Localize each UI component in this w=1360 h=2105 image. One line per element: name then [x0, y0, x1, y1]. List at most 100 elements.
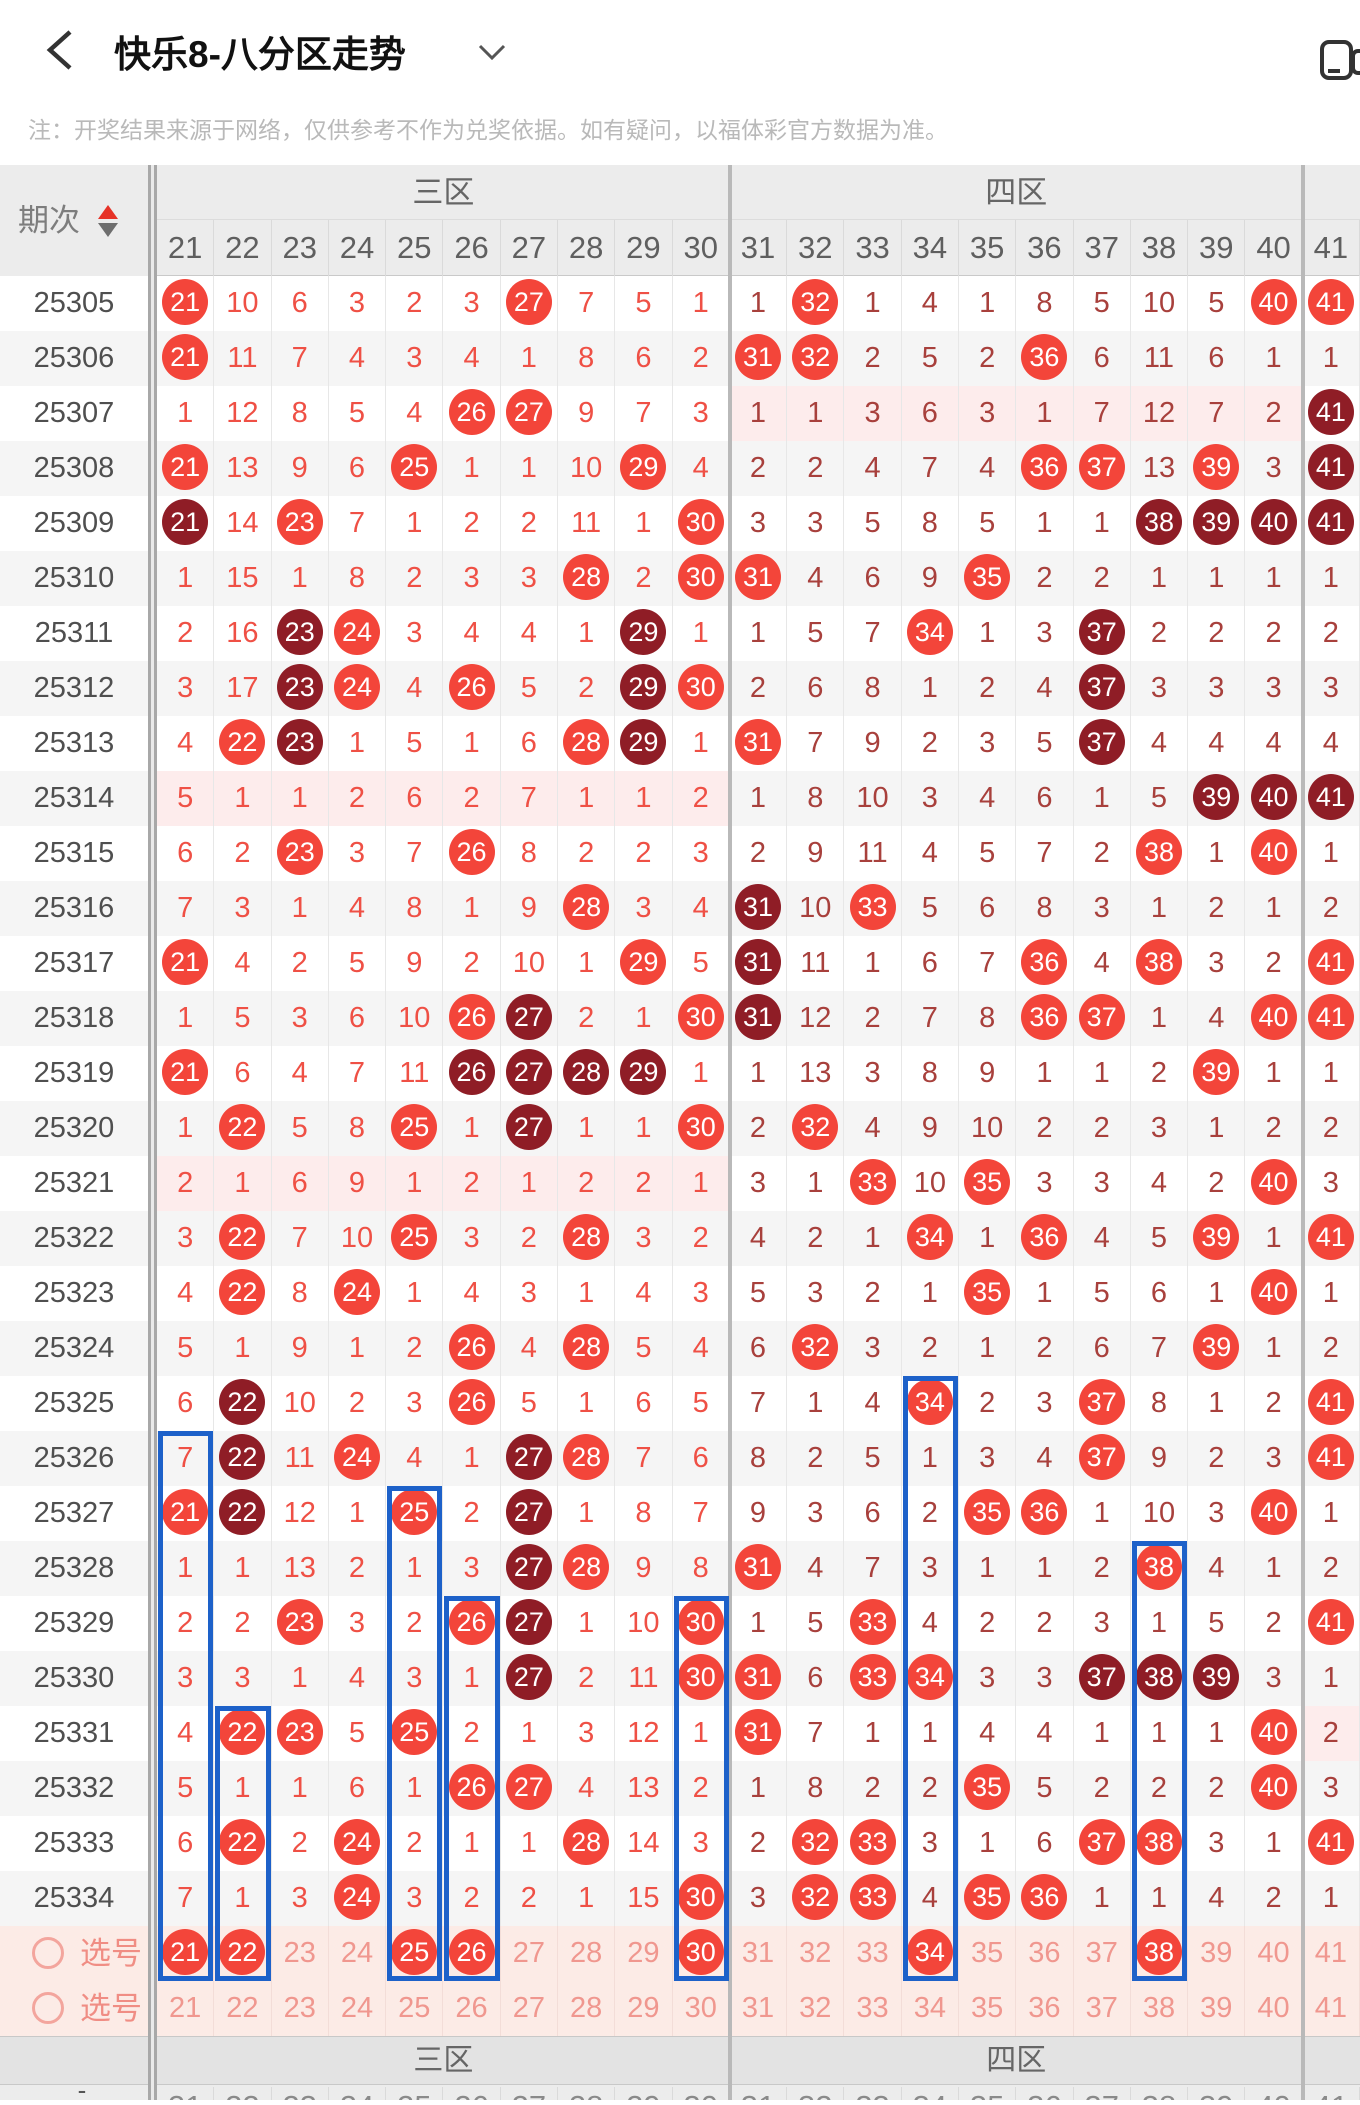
selection-number-cell[interactable]: 33 — [844, 1981, 902, 2036]
picked-ball[interactable]: 30 — [677, 1929, 724, 1976]
hit-ball: 21 — [162, 1049, 209, 1096]
selection-number-cell[interactable]: 35 — [959, 1981, 1017, 2036]
selection-number-cell[interactable]: 28 — [558, 1981, 616, 2036]
floating-window-icon[interactable] — [1320, 40, 1360, 82]
sort-arrows-icon[interactable] — [98, 201, 118, 241]
table-row: 25331 4 22 23 5 25 2 1 3 12 1 31 7 1 1 4 4 1 1 1 40 2 — [0, 1706, 1360, 1761]
selection-number-cell[interactable]: 26 — [443, 1926, 501, 1981]
selection-number-cell[interactable]: 29 — [615, 1981, 673, 2036]
selection-number-cell[interactable]: 33 — [844, 1926, 902, 1981]
omission-value: 7 — [1016, 826, 1074, 881]
chevron-down-icon[interactable] — [472, 38, 512, 68]
selection-number-cell[interactable]: 39 — [1188, 1926, 1246, 1981]
footer-column-number: 33 — [844, 2087, 902, 2100]
selection-number-cell[interactable]: 25 — [386, 1981, 444, 2036]
omission-value: 4 — [443, 1266, 501, 1321]
selection-number-cell[interactable]: 39 — [1188, 1981, 1246, 2036]
number-cell: 32 — [787, 331, 845, 386]
selection-number-cell[interactable]: 34 — [902, 1926, 959, 1981]
selection-number-cell[interactable]: 38 — [1131, 1981, 1189, 2036]
selection-number-cell[interactable]: 32 — [787, 1981, 845, 2036]
omission-value: 1 — [959, 276, 1017, 331]
selection-number-cell[interactable]: 40 — [1245, 1981, 1303, 2036]
period-label: 25306 — [33, 342, 115, 374]
selection-number-cell[interactable]: 40 — [1245, 1926, 1303, 1981]
omission-value: 4 — [272, 1046, 329, 1101]
omission-value: 6 — [1074, 331, 1131, 386]
omission-value: 1 — [157, 1101, 215, 1156]
repeat-ball: 39 — [1193, 1654, 1240, 1701]
selection-number-cell[interactable]: 38 — [1131, 1926, 1189, 1981]
hit-ball: 26 — [448, 1324, 495, 1371]
number-cell: 24 — [329, 606, 387, 661]
picked-ball[interactable]: 38 — [1135, 1929, 1182, 1976]
selection-number-cell[interactable]: 31 — [730, 1926, 788, 1981]
selection-number-cell[interactable]: 30 — [673, 1926, 730, 1981]
omission-value: 1 — [443, 881, 501, 936]
selection-number-cell[interactable]: 37 — [1074, 1926, 1131, 1981]
selection-number-cell[interactable]: 24 — [329, 1926, 387, 1981]
omission-value: 1 — [1188, 826, 1246, 881]
hit-ball: 30 — [677, 1874, 724, 1921]
selection-number-cell[interactable]: 32 — [787, 1926, 845, 1981]
radio-circle-icon[interactable] — [32, 1992, 64, 2024]
omission-value: 2 — [501, 1211, 558, 1266]
picked-ball[interactable]: 25 — [391, 1929, 438, 1976]
selection-number-cell[interactable]: 31 — [730, 1981, 788, 2036]
omission-value: 2 — [329, 1376, 387, 1431]
table-row: 25317 21 4 2 5 9 2 10 1 29 5 31 11 1 6 7 36 4 38 3 2 41 — [0, 936, 1360, 991]
selection-number-cell[interactable]: 37 — [1074, 1981, 1131, 2036]
number-cell: 30 — [673, 661, 730, 716]
selection-number-cell[interactable]: 36 — [1016, 1981, 1074, 2036]
omission-value: 2 — [615, 1156, 673, 1211]
picked-ball[interactable]: 26 — [448, 1929, 495, 1976]
hit-ball: 30 — [677, 554, 724, 601]
selection-number-cell[interactable]: 23 — [272, 1926, 329, 1981]
hit-ball: 40 — [1250, 1709, 1297, 1756]
omission-value: 1 — [157, 991, 215, 1046]
hit-ball: 36 — [1021, 1214, 1068, 1261]
column-header-number: 23 — [272, 220, 329, 276]
picked-ball[interactable]: 21 — [162, 1929, 209, 1976]
selection-number-cell[interactable]: 22 — [214, 1981, 272, 2036]
selection-number-cell[interactable]: 21 — [157, 1981, 215, 2036]
repeat-ball: 37 — [1078, 719, 1125, 766]
omission-value: 4 — [959, 1706, 1017, 1761]
selection-number-cell[interactable]: 29 — [615, 1926, 673, 1981]
selection-number-cell[interactable]: 27 — [501, 1926, 558, 1981]
column-header-number: 40 — [1245, 220, 1303, 276]
back-button[interactable] — [40, 22, 84, 78]
selection-number-cell[interactable]: 34 — [902, 1981, 959, 2036]
picked-ball[interactable]: 22 — [219, 1929, 266, 1976]
repeat-ball: 31 — [734, 994, 781, 1041]
period-label: 25331 — [33, 1717, 115, 1749]
selection-number-cell[interactable]: 25 — [386, 1926, 444, 1981]
omission-value: 5 — [787, 1596, 845, 1651]
selection-number-cell[interactable]: 35 — [959, 1926, 1017, 1981]
trend-table: 三区 四区 21 22 23 24 25 26 27 28 29 30 31 32 33 34 35 36 37 3… — [0, 165, 1360, 2103]
selection-number-cell[interactable]: 28 — [558, 1926, 616, 1981]
number-cell: 26 — [443, 386, 501, 441]
omission-value: 10 — [272, 1376, 329, 1431]
hit-ball: 34 — [906, 1379, 953, 1426]
selection-number-cell[interactable]: 41 — [1303, 1926, 1360, 1981]
footer-zone-label: 三区 — [413, 2044, 474, 2077]
picked-ball[interactable]: 34 — [906, 1929, 953, 1976]
omission-value: 2 — [730, 661, 788, 716]
omission-value: 7 — [157, 881, 215, 936]
selection-number-cell[interactable]: 30 — [673, 1981, 730, 2036]
period-label: 25309 — [33, 507, 115, 539]
selection-number-cell[interactable]: 24 — [329, 1981, 387, 2036]
radio-circle-icon[interactable] — [32, 1937, 64, 1969]
selection-number-cell[interactable]: 27 — [501, 1981, 558, 2036]
selection-number-cell[interactable]: 36 — [1016, 1926, 1074, 1981]
omission-value: 3 — [1016, 1156, 1074, 1211]
selection-number-cell[interactable]: 21 — [157, 1926, 215, 1981]
selection-number-cell[interactable]: 41 — [1303, 1981, 1360, 2036]
omission-value: 1 — [272, 881, 329, 936]
selection-number-cell[interactable]: 22 — [214, 1926, 272, 1981]
selection-number-cell[interactable]: 23 — [272, 1981, 329, 2036]
number-cell: 38 — [1131, 1541, 1189, 1596]
selection-number-cell[interactable]: 26 — [443, 1981, 501, 2036]
table-row: 25305 21 10 6 3 2 3 27 7 5 1 1 32 1 4 1 8 5 10 5 40 41 — [0, 276, 1360, 331]
